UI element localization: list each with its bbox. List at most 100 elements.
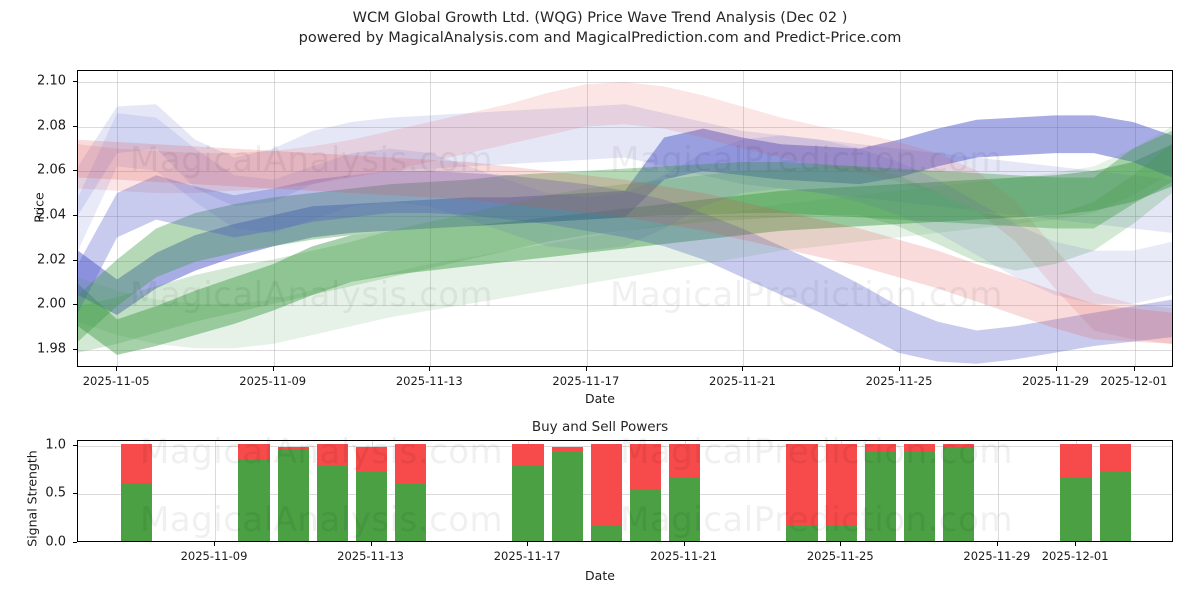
price-y-tickmark: [73, 259, 77, 261]
signal-bar-sell-segment: [1060, 443, 1092, 477]
signal-bar: [1099, 443, 1131, 541]
price-y-tick-label: 2.02: [37, 252, 66, 268]
signal-bar-buy-segment: [551, 451, 583, 541]
price-gridline-vertical: [586, 71, 588, 366]
price-band-blue-band-lower-right: [78, 170, 1172, 364]
signal-bar-buy-segment: [903, 450, 936, 541]
price-y-tickmark: [73, 81, 77, 83]
price-y-tick-label: 2.00: [37, 296, 66, 312]
price-gridline-horizontal: [78, 171, 1172, 173]
price-band-red-band-upper: [78, 82, 1172, 344]
price-y-tickmark: [73, 215, 77, 217]
price-x-tick-label: 2025-12-01: [1100, 374, 1168, 388]
page-title: WCM Global Growth Ltd. (WQG) Price Wave …: [0, 8, 1200, 48]
price-x-tick-label: 2025-11-29: [1022, 374, 1089, 388]
price-x-tickmark: [272, 367, 274, 371]
signal-bar-buy-segment: [590, 524, 623, 541]
signal-bar-sell-segment: [512, 443, 544, 467]
signal-bar-buy-segment: [395, 483, 427, 541]
signal-bar: [316, 443, 349, 541]
price-x-tick-label: 2025-11-17: [552, 374, 620, 388]
signal-x-tickmark: [1075, 542, 1077, 546]
signal-y-tickmark: [73, 493, 77, 495]
price-y-tick-label: 1.98: [37, 341, 66, 357]
signal-bar: [551, 446, 583, 541]
signal-bar-buy-segment: [786, 524, 818, 541]
signal-bar-sell-segment: [590, 443, 623, 525]
signal-bar: [590, 443, 623, 541]
signal-bar-buy-segment: [1099, 472, 1131, 541]
signal-bar-buy-segment: [864, 451, 897, 541]
signal-x-tick-label: 2025-11-25: [806, 549, 874, 563]
price-band-blue-wedge-left: [78, 113, 1172, 304]
price-y-tickmark: [73, 349, 77, 351]
price-y-tickmark: [73, 304, 77, 306]
price-wave-chart-axes: [77, 70, 1173, 367]
signal-y-tick-label: 0.0: [45, 534, 66, 550]
price-x-tick-label: 2025-11-13: [395, 374, 463, 388]
signal-x-tickmark: [527, 542, 529, 546]
price-gridline-horizontal: [78, 305, 1172, 307]
signal-bar: [121, 443, 153, 541]
price-gridline-horizontal: [78, 216, 1172, 218]
price-gridline-horizontal: [78, 260, 1172, 262]
price-band-blue-band-main: [78, 115, 1172, 315]
signal-chart-title: Buy and Sell Powers: [531, 419, 669, 435]
signal-bar: [1060, 443, 1092, 541]
price-chart-plot-area: [78, 71, 1172, 366]
price-y-axis-label: Price: [31, 192, 47, 223]
price-x-tickmark: [742, 367, 744, 371]
signal-bar-sell-segment: [551, 446, 583, 452]
signal-bar-buy-segment: [669, 476, 701, 541]
price-x-axis-label: Date: [585, 391, 615, 406]
signal-bar-sell-segment: [825, 443, 857, 526]
price-y-tick-label: 2.10: [37, 73, 66, 89]
signal-bar: [669, 443, 701, 541]
price-y-tick-label: 2.08: [37, 118, 66, 134]
signal-y-tick-label: 0.5: [45, 485, 66, 501]
signal-bar: [277, 446, 309, 541]
signal-bar: [903, 443, 936, 541]
signal-bar-buy-segment: [943, 446, 975, 541]
signal-x-tick-label: 2025-11-21: [650, 549, 718, 563]
signal-x-tick-label: 2025-11-29: [963, 549, 1031, 563]
signal-x-tick-label: 2025-11-09: [180, 549, 248, 563]
price-x-tickmark: [116, 367, 118, 371]
buy-sell-powers-axes: [77, 440, 1173, 542]
price-x-tick-label: 2025-11-25: [865, 374, 933, 388]
price-band-green-wedge-faint: [78, 126, 1172, 349]
signal-bar-sell-segment: [629, 443, 662, 489]
signal-bar-buy-segment: [277, 448, 309, 541]
signal-bar-sell-segment: [355, 446, 388, 473]
signal-bar-sell-segment: [238, 443, 270, 460]
signal-y-tick-label: 1.0: [45, 437, 66, 453]
signal-x-tick-label: 2025-11-17: [493, 549, 561, 563]
signal-bar-sell-segment: [669, 443, 701, 477]
signal-bar: [825, 443, 857, 541]
signal-x-tickmark: [996, 542, 998, 546]
price-x-tickmark: [1055, 367, 1057, 371]
title-line-2: powered by MagicalAnalysis.com and Magic…: [298, 30, 902, 46]
price-gridline-horizontal: [78, 126, 1172, 128]
signal-bar-sell-segment: [395, 443, 427, 484]
signal-bar-buy-segment: [238, 459, 270, 541]
price-y-tickmark: [73, 125, 77, 127]
signal-bar-buy-segment: [629, 488, 662, 541]
signal-bar-buy-segment: [316, 466, 349, 541]
price-x-tick-label: 2025-11-21: [709, 374, 776, 388]
signal-bar: [395, 443, 427, 541]
signal-x-tickmark: [683, 542, 685, 546]
signal-gridline-horizontal: [78, 445, 1172, 447]
signal-x-tickmark: [840, 542, 842, 546]
price-band-blue-band-faded-upper: [78, 104, 1172, 233]
price-x-tick-label: 2025-11-09: [239, 374, 307, 388]
signal-chart-plot-area: [78, 441, 1172, 541]
price-gridline-vertical: [1134, 71, 1136, 366]
price-y-tick-label: 2.06: [37, 162, 66, 178]
price-gridline-vertical: [273, 71, 275, 366]
signal-bar-sell-segment: [277, 446, 309, 449]
signal-bar: [355, 446, 388, 541]
price-band-layer: [78, 82, 1172, 364]
price-x-tickmark: [585, 367, 587, 371]
